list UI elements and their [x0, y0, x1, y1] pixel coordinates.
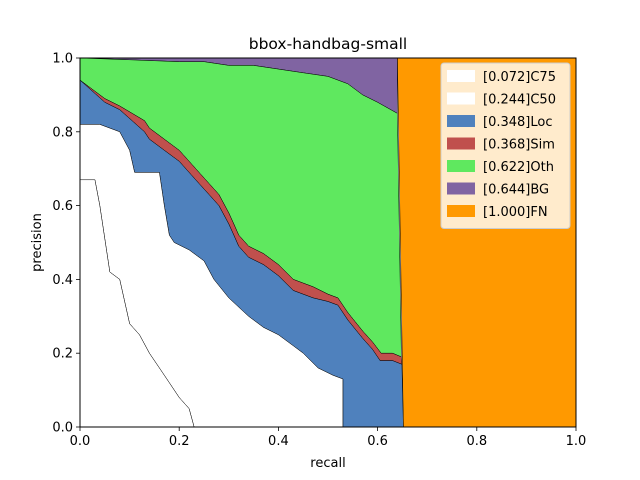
x-tick-label: 0.0	[70, 434, 91, 449]
legend-label: [0.644]BG	[483, 183, 549, 198]
x-tick-label: 0.8	[466, 434, 487, 449]
y-tick-label: 0.6	[52, 199, 73, 214]
x-tick-label: 0.4	[268, 434, 289, 449]
legend-swatch	[447, 160, 475, 172]
legend-label: [1.000]FN	[483, 205, 548, 220]
y-tick-label: 0.8	[52, 125, 73, 140]
legend-label: [0.348]Loc	[483, 115, 552, 130]
y-tick-label: 0.4	[52, 273, 73, 288]
legend-swatch	[447, 182, 475, 195]
x-tick-label: 1.0	[566, 434, 587, 449]
legend-swatch	[447, 92, 475, 105]
legend-label: [0.244]C50	[483, 93, 556, 108]
plot-frame	[79, 57, 577, 428]
area-layers	[79, 57, 577, 428]
legend-label: [0.368]Sim	[483, 138, 555, 153]
x-tick-label: 0.2	[169, 434, 190, 449]
legend-swatch	[447, 137, 475, 150]
chart-title: bbox-handbag-small	[249, 35, 408, 53]
x-tick-label: 0.6	[367, 434, 388, 449]
legend: [0.072]C75 [0.244]C50 [0.348]Loc [0.368]Sim…	[440, 62, 571, 229]
legend-swatch	[447, 70, 475, 82]
legend-swatch	[447, 115, 475, 127]
legend-label: [0.072]C75	[483, 70, 556, 85]
legend-label: [0.622]Oth	[483, 160, 554, 175]
x-axis-label: recall	[310, 456, 345, 471]
x-axis-ticks: 0.0 0.2 0.4 0.6 0.8 1.0	[70, 427, 587, 449]
y-axis-ticks: 0.0 0.2 0.4 0.6 0.8 1.0	[52, 52, 80, 436]
area-0-072-c75	[79, 179, 195, 428]
legend-swatch	[447, 205, 475, 217]
y-axis-label: precision	[30, 213, 45, 272]
y-tick-label: 0.2	[52, 347, 73, 362]
y-tick-label: 0.0	[52, 421, 73, 436]
y-tick-label: 1.0	[52, 52, 73, 67]
